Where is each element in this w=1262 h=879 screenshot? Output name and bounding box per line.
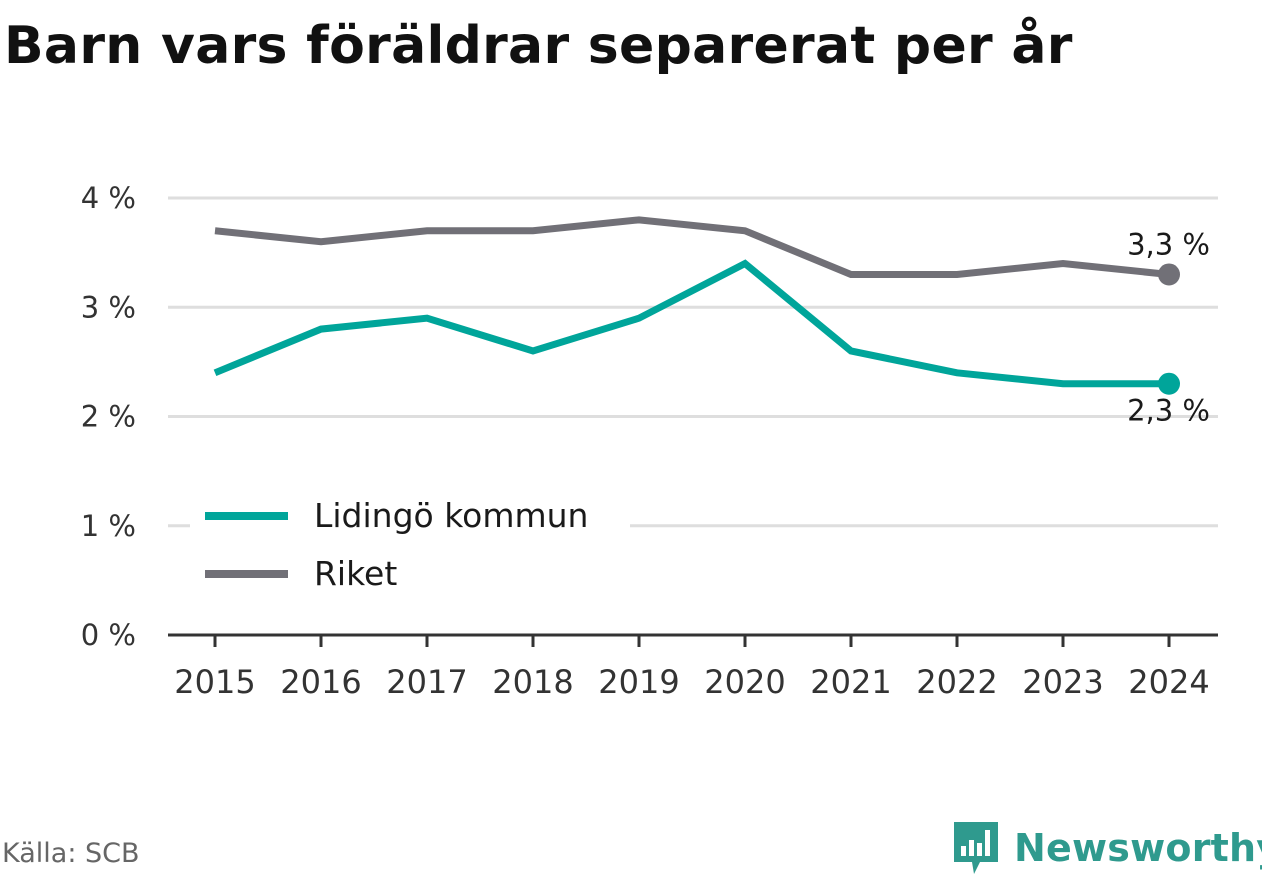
end-value-labels: 2,3 % 3,3 % xyxy=(1127,227,1210,427)
x-tick-label: 2020 xyxy=(704,663,785,701)
x-axis xyxy=(168,633,1218,647)
chart-title: Barn vars föräldrar separerat per år xyxy=(4,16,1073,76)
y-tick-label: 1 % xyxy=(81,509,136,543)
legend: Lidingö kommun Riket xyxy=(190,488,630,600)
brand-logo: Newsworthy xyxy=(950,818,1262,878)
end-value-label: 2,3 % xyxy=(1127,394,1210,428)
series-line xyxy=(214,216,1170,278)
x-tick-label: 2015 xyxy=(174,663,255,701)
end-value-label: 3,3 % xyxy=(1127,227,1210,261)
end-point-marker xyxy=(1158,263,1180,286)
y-tick-label: 2 % xyxy=(81,400,136,434)
x-tick-label: 2018 xyxy=(492,663,573,701)
x-tick-label: 2019 xyxy=(598,663,679,701)
legend-background xyxy=(190,488,630,600)
y-axis-tick-labels: 0 % 1 % 2 % 3 % 4 % xyxy=(81,181,136,652)
x-tick-label: 2021 xyxy=(810,663,891,701)
x-tick-label: 2016 xyxy=(280,663,361,701)
series-line xyxy=(213,259,1169,388)
y-tick-label: 0 % xyxy=(81,618,136,652)
x-axis-tick-labels: 2015 2016 2017 2018 2019 2020 2021 2022 2023 2024 xyxy=(174,663,1209,701)
x-tick-label: 2023 xyxy=(1022,663,1103,701)
series-lines xyxy=(213,216,1180,395)
x-tick-label: 2017 xyxy=(386,663,467,701)
x-tick-label: 2024 xyxy=(1128,663,1209,701)
end-point-marker xyxy=(1158,372,1180,395)
y-tick-label: 4 % xyxy=(81,181,136,215)
x-tick-label: 2022 xyxy=(916,663,997,701)
gridlines xyxy=(168,196,1218,528)
legend-label: Riket xyxy=(314,554,397,593)
bar-chart-bubble-icon xyxy=(954,822,998,874)
y-tick-label: 3 % xyxy=(81,290,136,324)
brand-name: Newsworthy xyxy=(1014,826,1262,870)
source-note: Källa: SCB xyxy=(2,838,140,869)
legend-label: Lidingö kommun xyxy=(314,496,588,535)
